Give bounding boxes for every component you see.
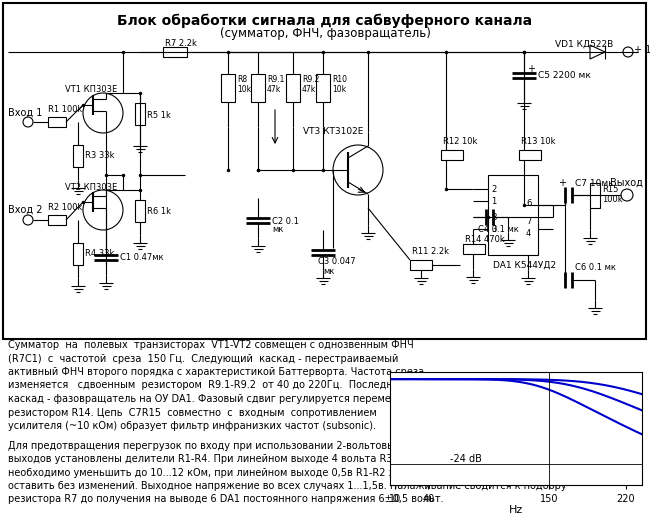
Text: Для предотвращения перегрузок по входу при использовании 2-вольтовых: Для предотвращения перегрузок по входу п…	[8, 441, 400, 451]
Text: изменяется   сдвоенным  резистором  R9.1-R9.2  от 40 до 220Гц.  Последний: изменяется сдвоенным резистором R9.1-R9.…	[8, 380, 406, 390]
Text: 10k: 10k	[237, 85, 251, 94]
Text: 10k: 10k	[332, 85, 346, 94]
Text: R3 33k: R3 33k	[85, 151, 114, 160]
Text: Вход 2: Вход 2	[8, 205, 42, 215]
Text: R4 33k: R4 33k	[85, 249, 114, 258]
Text: R9.1: R9.1	[267, 75, 285, 84]
Text: 1: 1	[491, 196, 496, 205]
X-axis label: Hz: Hz	[509, 505, 523, 515]
Bar	[135, 200, 145, 222]
Text: C6 0.1 мк: C6 0.1 мк	[575, 264, 616, 272]
Bar	[251, 74, 265, 102]
Text: VT2 КП303Е: VT2 КП303Е	[65, 183, 117, 192]
Text: (R7C1)  с  частотой  среза  150 Гц.  Следующий  каскад - перестраиваемый: (R7C1) с частотой среза 150 Гц. Следующи…	[8, 354, 398, 364]
Text: 100k: 100k	[602, 195, 623, 204]
Text: Вход 1: Вход 1	[8, 108, 42, 118]
Text: 2: 2	[491, 184, 496, 193]
Text: 6: 6	[526, 199, 532, 208]
Text: +: +	[558, 178, 566, 188]
Text: VD1 КД522В: VD1 КД522В	[555, 39, 613, 49]
Text: Выход: Выход	[610, 178, 643, 188]
Text: усилителя (~10 кОм) образует фильтр инфранизких частот (subsonic).: усилителя (~10 кОм) образует фильтр инфр…	[8, 421, 376, 431]
Text: + 12в: + 12в	[634, 45, 650, 55]
Text: 3: 3	[491, 224, 497, 234]
Text: каскад - фазовращатель на ОУ DA1. Фазовый сдвиг регулируется переменным: каскад - фазовращатель на ОУ DA1. Фазовы…	[8, 394, 419, 404]
Text: VT3 КТ3102Е: VT3 КТ3102Е	[303, 127, 363, 136]
Text: C3 0.047: C3 0.047	[318, 257, 356, 267]
Text: R7 2.2k: R7 2.2k	[165, 38, 197, 48]
Text: 7: 7	[526, 216, 532, 225]
Bar	[221, 74, 235, 102]
Text: C1 0.47мк: C1 0.47мк	[120, 254, 164, 263]
Bar	[48, 117, 66, 127]
Text: мк: мк	[272, 225, 283, 235]
Text: R11 2.2k: R11 2.2k	[412, 247, 449, 257]
Text: R2 100k: R2 100k	[48, 203, 83, 213]
Bar	[135, 103, 145, 125]
Bar	[463, 244, 485, 254]
Text: оставить без изменений. Выходное напряжение во всех случаях 1...1,5в. Налаживани: оставить без изменений. Выходное напряже…	[8, 481, 567, 491]
Bar	[48, 215, 66, 225]
Text: резистора R7 до получения на выводе 6 DA1 постоянного напряжения 6±0,5 вольт.: резистора R7 до получения на выводе 6 DA…	[8, 495, 443, 505]
Bar	[3, 3, 646, 339]
Text: C5 2200 мк: C5 2200 мк	[538, 71, 591, 80]
Text: +: +	[527, 64, 535, 74]
Text: C4 0.1 мк: C4 0.1 мк	[478, 224, 519, 234]
Text: R12 10k: R12 10k	[443, 137, 477, 147]
Text: мк: мк	[323, 267, 334, 277]
Text: активный ФНЧ второго порядка с характеристикой Баттерворта. Частота среза: активный ФНЧ второго порядка с характери…	[8, 367, 424, 377]
Bar	[73, 145, 83, 167]
Text: Сумматор  на  полевых  транзисторах  VT1-VT2 совмещен с однозвенным ФНЧ: Сумматор на полевых транзисторах VT1-VT2…	[8, 340, 414, 350]
Bar	[488, 175, 538, 255]
Bar	[519, 150, 541, 160]
Text: R9.2: R9.2	[302, 75, 319, 84]
Text: Блок обработки сигнала для сабвуферного канала: Блок обработки сигнала для сабвуферного …	[118, 14, 532, 28]
Bar	[590, 183, 600, 208]
Text: R5 1k: R5 1k	[147, 111, 171, 119]
Text: R10: R10	[332, 75, 347, 84]
Text: DA1 К544УД2: DA1 К544УД2	[493, 260, 556, 269]
Bar	[286, 74, 300, 102]
Text: 4: 4	[526, 228, 531, 237]
Bar	[163, 47, 187, 57]
Text: R8: R8	[237, 75, 247, 84]
Text: выходов установлены делители R1-R4. При линейном выходе 4 вольта R3-R4: выходов установлены делители R1-R4. При …	[8, 454, 409, 464]
Text: R15: R15	[602, 185, 618, 194]
Text: резистором R14. Цепь  C7R15  совместно  с  входным  сопротивлением: резистором R14. Цепь C7R15 совместно с в…	[8, 408, 377, 418]
Text: R14 470k: R14 470k	[465, 235, 505, 244]
Bar	[410, 260, 432, 270]
Bar	[441, 150, 463, 160]
Text: C2 0.1: C2 0.1	[272, 216, 299, 225]
Text: необходимо уменьшить до 10...12 кОм, при линейном выходе 0,5в R1-R2 заменить пер: необходимо уменьшить до 10...12 кОм, при…	[8, 467, 547, 477]
Text: R6 1k: R6 1k	[147, 208, 171, 216]
Text: (сумматор, ФНЧ, фазовращатель): (сумматор, ФНЧ, фазовращатель)	[220, 27, 430, 40]
Bar	[73, 243, 83, 265]
Bar	[316, 74, 330, 102]
Text: 47k: 47k	[267, 85, 281, 94]
Text: VT1 КП303Е: VT1 КП303Е	[65, 85, 117, 94]
Text: C7 10мк: C7 10мк	[575, 179, 614, 188]
Text: -24 dB: -24 dB	[450, 454, 482, 464]
Text: R13 10k: R13 10k	[521, 137, 556, 147]
Text: R1 100k: R1 100k	[48, 105, 83, 115]
Text: 47k: 47k	[302, 85, 317, 94]
Text: 8: 8	[491, 213, 497, 222]
